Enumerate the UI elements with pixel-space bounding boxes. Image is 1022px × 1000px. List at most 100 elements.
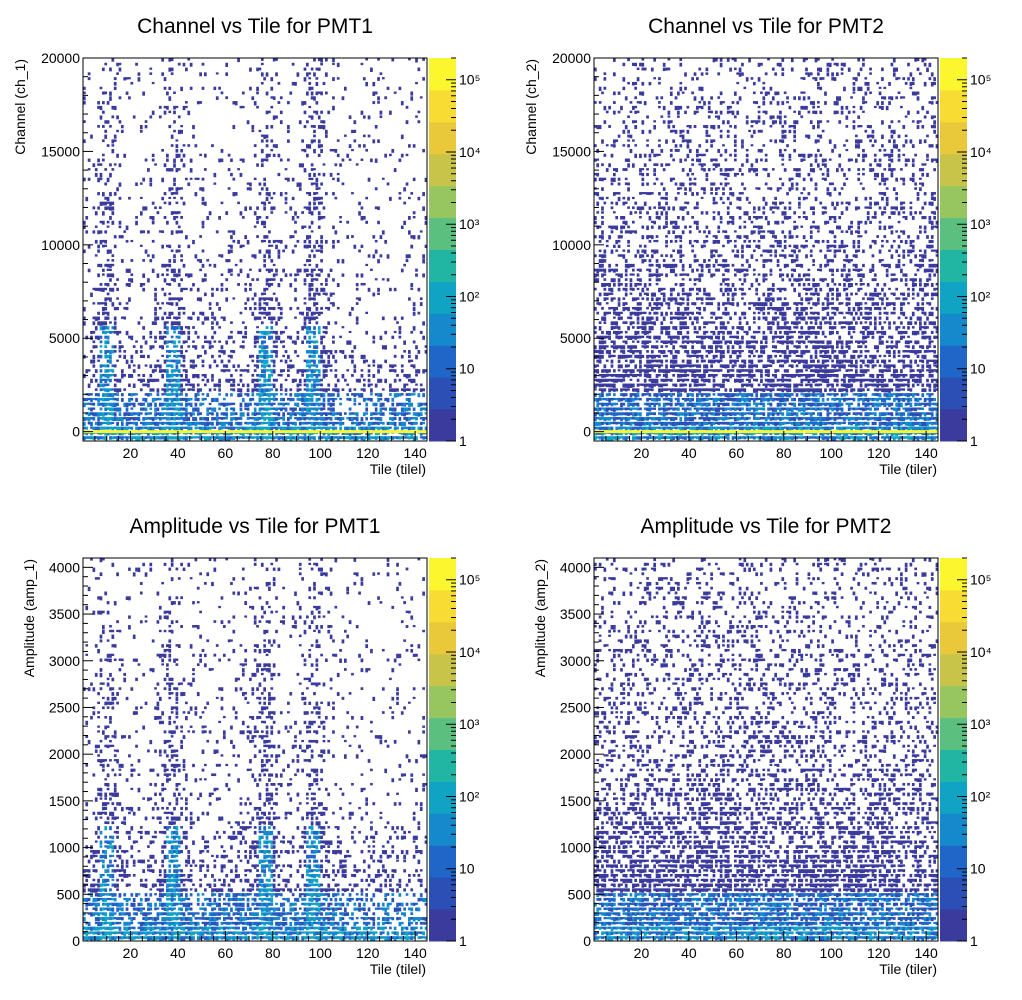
heatmap-cell [111,417,115,421]
heatmap-cell [265,268,269,272]
heatmap-cell [151,321,155,325]
heatmap-cell [253,345,257,348]
heatmap-cell [301,369,304,374]
heatmap-cell [92,402,96,406]
heatmap-cell [111,259,115,262]
heatmap-cell [684,340,687,343]
heatmap-cell [239,105,243,109]
heatmap-cell [303,206,307,209]
heatmap-cell [113,81,117,86]
heatmap-cell [180,278,183,282]
heatmap-cell [631,62,635,66]
heatmap-cell [667,120,671,125]
heatmap-cell [339,350,342,353]
heatmap-cell [627,263,630,269]
heatmap-cell [672,421,676,427]
heatmap-cell [372,421,376,425]
heatmap-cell [161,302,165,305]
heatmap-cell [87,421,91,425]
heatmap-cell [260,431,264,436]
heatmap-cell [346,431,350,435]
heatmap-cell [650,292,654,297]
heatmap-cell [660,421,664,426]
heatmap-cell [258,354,262,358]
heatmap-cell [154,402,157,407]
heatmap-cell [92,436,96,440]
heatmap-cell [308,287,312,292]
heatmap-cell [370,67,373,73]
heatmap-cell [192,134,195,139]
heatmap-cell [612,110,616,115]
heatmap-cell [610,388,614,392]
colorbar-segment [429,105,456,123]
heatmap-cell [653,58,657,62]
heatmap-cell [306,306,309,311]
heatmap-cell [182,417,186,422]
heatmap-cell [655,239,659,243]
heatmap-cell [253,101,257,106]
heatmap-cell [123,426,127,430]
heatmap-cell [655,335,659,340]
heatmap-cell [686,373,690,377]
heatmap-cell [189,177,193,180]
heatmap-cell [177,230,181,234]
heatmap-cell [636,297,640,300]
heatmap-cell [173,91,176,95]
heatmap-cell [260,297,264,300]
heatmap-cell [646,436,649,440]
heatmap-cells [594,58,939,441]
heatmap-cell [83,96,86,101]
heatmap-cell [163,163,167,168]
heatmap-cell [301,326,304,331]
heatmap-cell [317,115,321,120]
heatmap-cell [199,259,202,264]
heatmap-cell [263,369,267,374]
heatmap-cell [391,402,395,407]
heatmap-cell [384,96,388,100]
heatmap-cell [662,340,666,345]
heatmap-cell [308,273,312,276]
heatmap-cell [631,345,635,349]
heatmap-cell [268,311,271,316]
heatmap-cell [244,426,248,432]
heatmap-cell [177,115,181,119]
heatmap-cell [594,144,597,148]
heatmap-cell [381,402,385,407]
heatmap-cell [634,297,638,301]
heatmap-cell [256,388,259,392]
heatmap-cell [177,168,181,171]
heatmap-cell [256,91,259,95]
heatmap-cell [360,62,364,66]
heatmap-cell [277,254,281,259]
heatmap-cell [641,417,645,422]
heatmap-cell [272,96,276,100]
heatmap-cell [282,412,285,417]
heatmap-cell [260,62,264,66]
heatmap-cell [327,110,331,115]
heatmap-cell [111,326,115,330]
heatmap-cell [306,259,309,263]
heatmap-cell [175,153,179,159]
heatmap-cell [643,378,647,383]
heatmap-cell [681,340,685,344]
heatmap-cell [173,402,176,407]
heatmap-cell [137,417,141,422]
heatmap-cell [180,254,183,258]
heatmap-cell [308,431,312,436]
heatmap-cell [667,110,671,115]
heatmap-cell [398,326,402,331]
heatmap-cell [377,287,380,292]
heatmap-cell [109,397,112,401]
heatmap-cell [185,67,188,72]
heatmap-cell [166,158,169,162]
heatmap-cell [679,259,683,263]
heatmap-cell [151,431,155,436]
heatmap-cell [415,417,418,421]
heatmap-cell [624,397,628,402]
heatmap-cell [610,383,614,388]
heatmap-cell [175,220,179,225]
heatmap-cell [317,244,321,248]
heatmap-cell [83,436,86,441]
heatmap-cell [83,316,86,321]
heatmap-cell [310,383,314,388]
